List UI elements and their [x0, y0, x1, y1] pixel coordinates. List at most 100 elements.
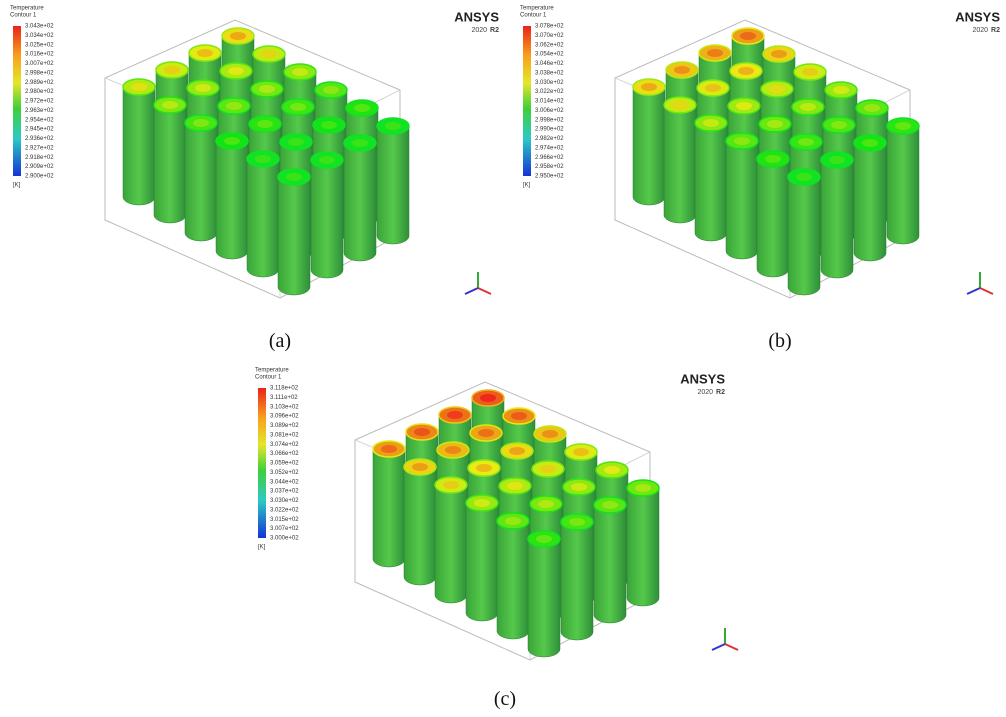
cylinder-top-core: [604, 466, 620, 474]
cylinder-top-core: [864, 104, 880, 112]
logo-version-number: 2020: [972, 27, 988, 34]
legend-label: 2.998e+02: [25, 70, 54, 76]
cylinder-body: [373, 449, 405, 567]
cylinder-top-core: [321, 121, 337, 129]
legend-label: 3.078e+02: [535, 24, 564, 30]
color-bar: [523, 26, 531, 176]
legend-label: 2.909e+02: [25, 164, 54, 170]
cylinder-top-core: [536, 535, 552, 543]
legend-label: 3.030e+02: [535, 80, 564, 86]
cylinder-top-core: [831, 121, 847, 129]
cylinder-top-core: [765, 155, 781, 163]
legend-label: 2.945e+02: [25, 127, 54, 133]
legend-label: 2.958e+02: [535, 164, 564, 170]
caption: (b): [768, 330, 791, 353]
legend-label: 3.054e+02: [535, 52, 564, 58]
cylinder-body: [154, 105, 186, 223]
cylinder-body: [664, 105, 696, 223]
legend-subtitle: Contour 1: [10, 13, 37, 19]
legend-label: 3.043e+02: [25, 24, 54, 30]
cylinder-top-core: [705, 84, 721, 92]
cylinder-top-core: [385, 122, 401, 130]
cylinder-body: [528, 539, 560, 657]
legend-label: 2.918e+02: [25, 155, 54, 161]
cylinder-body: [216, 141, 248, 259]
legend-subtitle: Contour 1: [520, 13, 547, 19]
cylinder-top-core: [635, 484, 651, 492]
cylinder-top-core: [447, 411, 463, 419]
legend-label: 3.103e+02: [270, 404, 299, 410]
caption: (a): [269, 330, 291, 353]
legend-unit: [K]: [13, 183, 21, 189]
cylinder-top-core: [323, 86, 339, 94]
cylinder-top-core: [740, 32, 756, 40]
cylinder-top-core: [292, 68, 308, 76]
cylinder-top-core: [672, 101, 688, 109]
legend-title: Temperature: [255, 368, 289, 374]
cylinder-body: [185, 123, 217, 241]
cylinder-body: [757, 159, 789, 277]
logo-brand: ANSYS: [454, 9, 499, 24]
legend-label: 3.066e+02: [270, 451, 299, 457]
legend-label: 2.950e+02: [535, 174, 564, 180]
cylinder-top-core: [228, 67, 244, 75]
cylinder-body: [278, 177, 310, 295]
cylinder-body: [311, 160, 343, 278]
cylinder-top-core: [862, 139, 878, 147]
cylinder-body: [821, 160, 853, 278]
cylinder-body: [726, 141, 758, 259]
legend-label: 3.006e+02: [535, 108, 564, 114]
cylinder-top-core: [703, 119, 719, 127]
cylinder-top-core: [414, 428, 430, 436]
color-bar: [258, 388, 266, 538]
cylinder-top-core: [505, 517, 521, 525]
legend-label: 2.966e+02: [535, 155, 564, 161]
cylinder-body: [123, 87, 155, 205]
cylinder-top-core: [542, 430, 558, 438]
cylinder-top-core: [474, 499, 490, 507]
cylinder-body: [435, 485, 467, 603]
cylinder-top-core: [226, 102, 242, 110]
cylinder-top-core: [771, 50, 787, 58]
cylinder-body: [854, 143, 886, 261]
cylinder-top-core: [538, 500, 554, 508]
cylinder-body: [594, 505, 626, 623]
legend-label: 2.972e+02: [25, 99, 54, 105]
cylinder-body: [497, 521, 529, 639]
cylinder-top-core: [509, 447, 525, 455]
cylinder-top-core: [829, 156, 845, 164]
legend-label: 2.980e+02: [25, 89, 54, 95]
cylinder-top-core: [288, 138, 304, 146]
cylinder-top-core: [290, 103, 306, 111]
legend-label: 2.998e+02: [535, 117, 564, 123]
cylinder-top-core: [769, 85, 785, 93]
legend-label: 2.989e+02: [25, 80, 54, 86]
logo-release: R2: [991, 27, 1000, 34]
legend-subtitle: Contour 1: [255, 375, 282, 381]
legend-label: 3.044e+02: [270, 479, 299, 485]
triad-z: [465, 288, 478, 294]
legend-label: 3.096e+02: [270, 414, 299, 420]
cylinder-top-core: [193, 119, 209, 127]
cylinder-top-core: [571, 483, 587, 491]
legend-label: 3.052e+02: [270, 470, 299, 476]
cylinder-body: [377, 126, 409, 244]
cylinder-top-core: [802, 68, 818, 76]
logo-version-number: 2020: [471, 27, 487, 34]
color-bar: [13, 26, 21, 176]
cylinder-top-core: [641, 83, 657, 91]
legend-label: 3.070e+02: [535, 33, 564, 39]
legend-label: 3.007e+02: [25, 61, 54, 67]
cylinder-top-core: [674, 66, 690, 74]
cylinder-top-core: [443, 481, 459, 489]
cylinder-top-core: [707, 49, 723, 57]
logo-release: R2: [490, 27, 499, 34]
legend-label: 3.118e+02: [270, 386, 299, 392]
cylinder-top-core: [354, 104, 370, 112]
cylinder-top-core: [478, 429, 494, 437]
